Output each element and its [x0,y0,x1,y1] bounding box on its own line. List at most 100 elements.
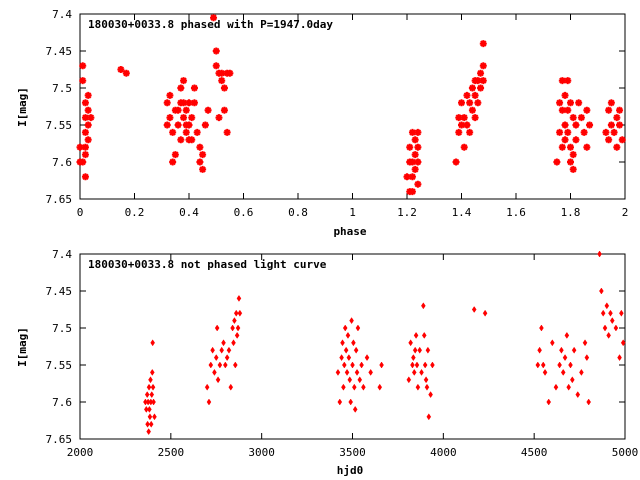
x-axis-label: hjd0 [337,464,364,477]
data-point [569,114,577,122]
data-point [540,361,546,369]
data-point [564,331,570,339]
data-point [150,383,156,391]
data-point [339,354,344,362]
data-point [368,368,373,376]
data-point [539,324,544,332]
y-tick-label: 7.55 [46,359,73,372]
data-point [403,173,411,181]
data-point [347,376,353,384]
data-point [220,106,228,114]
data-point [558,143,566,151]
data-point [214,324,220,332]
data-point [599,287,604,295]
data-point [190,84,198,92]
data-point [210,346,215,354]
data-point [147,413,153,421]
data-point [342,361,347,369]
chart-title: 180030+0033.8 phased with P=1947.0day [88,18,333,31]
data-point [408,339,413,347]
data-point [597,250,602,258]
data-point [359,361,364,369]
data-point [344,368,350,376]
data-point [224,354,230,362]
x-tick-label: 5000 [612,446,639,459]
data-point [605,136,613,144]
data-point [609,317,615,325]
phased-light-curve-panel: 7.4 7.45 7.5 7.55 7.6 7.65 0 0.2 0.4 0.6 0.8 1 1.2 1… [16,8,628,238]
data-point [223,361,228,369]
data-point [177,136,185,144]
data-point [460,143,468,151]
x-tick-label: 2500 [158,446,185,459]
x-tick-label: 0.4 [179,206,199,219]
data-point [231,339,236,347]
data-point [613,114,621,122]
y-axis-label: I[mag] [16,327,29,367]
data-point [424,383,430,391]
data-point [144,391,150,399]
plot-frame [79,13,626,200]
data-point [553,158,561,166]
data-point [558,106,566,114]
data-point [206,398,212,406]
data-point [411,165,419,173]
x-tick-label: 1.6 [506,206,526,219]
data-point [463,91,471,99]
y-tick-label: 7.45 [46,285,73,298]
data-point [616,106,624,114]
data-point [602,324,608,332]
data-point [411,368,417,376]
x-tick-label: 0 [77,206,84,219]
data-point [353,346,359,354]
data-point [236,294,242,302]
data-point [613,143,621,151]
data-point [204,106,212,114]
data-point [606,331,611,339]
data-point [212,47,220,55]
data-point [361,383,366,391]
y-axis-ticks: 7.4 7.45 7.5 7.55 7.6 7.65 [46,8,625,206]
plot-frame [79,253,626,440]
data-point [561,91,569,99]
data-point [561,136,569,144]
data-point [580,128,588,136]
data-point [575,391,581,399]
data-point [535,361,541,369]
data-point [352,383,357,391]
data-point [458,99,465,107]
data-point [81,99,89,107]
data-point [221,339,226,347]
data-point [213,354,219,362]
data-point [583,106,591,114]
data-point [188,114,196,122]
data-point [564,128,572,136]
y-axis-label: I[mag] [16,87,29,127]
data-point [196,158,204,166]
data-point [180,77,188,85]
data-point [204,383,210,391]
data-point [568,361,573,369]
data-point [419,368,424,376]
y-tick-label: 7.55 [46,119,73,132]
data-point [149,391,155,399]
data-point [562,354,568,362]
data-point [220,84,228,92]
data-point [425,346,431,354]
unphased-light-curve-panel: 7.4 7.45 7.5 7.55 7.6 7.65 2000 2500 3000 3500 40… [16,248,638,477]
y-tick-label: 7.4 [52,248,72,261]
data-point [350,361,355,369]
data-point [466,128,474,136]
data-point [477,69,485,77]
data-point [458,121,465,129]
data-point [151,398,156,406]
data-point [558,77,566,85]
y-axis-ticks: 7.4 7.45 7.5 7.55 7.6 7.65 [46,248,625,446]
data-point [421,331,427,339]
data-point [169,158,177,166]
data-point [81,151,89,159]
data-point [335,368,341,376]
data-point [230,324,235,332]
data-point [341,383,346,391]
